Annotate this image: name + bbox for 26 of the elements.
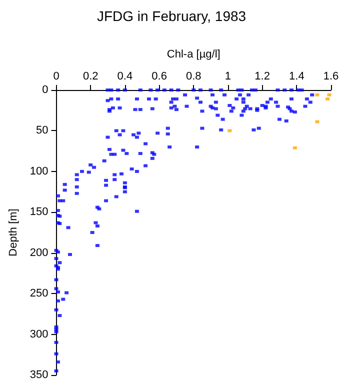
x-tick-label: 0 <box>53 70 60 82</box>
point <box>315 120 320 124</box>
x-tick-label: 1.4 <box>289 70 304 82</box>
x-axis-title: Chl-a [µg/l] <box>166 48 220 60</box>
y-tick-label: 100 <box>30 165 48 178</box>
y-tick-label: 0 <box>42 84 48 96</box>
chart-title: JFDG in February, 1983 <box>96 8 246 24</box>
point <box>315 93 320 96</box>
point <box>228 129 232 132</box>
y-tick-label: 200 <box>30 246 48 259</box>
y-tick-label: 350 <box>30 369 48 381</box>
point <box>327 93 332 96</box>
x-tick-label: 1 <box>224 70 232 82</box>
y-tick-label: 300 <box>30 328 48 340</box>
x-tick-label: 0.6 <box>152 70 167 82</box>
y-tick-label: 50 <box>36 124 48 137</box>
x-tick-label: 1.2 <box>254 70 270 82</box>
x-tick-label: 1.6 <box>323 70 339 82</box>
point <box>292 146 297 150</box>
y-tick-label: 250 <box>30 288 48 300</box>
y-axis-title: Depth [m] <box>8 208 20 256</box>
x-tick-label: 0.8 <box>186 70 202 82</box>
point <box>326 97 330 100</box>
x-tick-label: 0.2 <box>82 70 98 82</box>
x-tick-label: 0.4 <box>117 70 133 82</box>
y-tick-label: 150 <box>30 206 48 218</box>
